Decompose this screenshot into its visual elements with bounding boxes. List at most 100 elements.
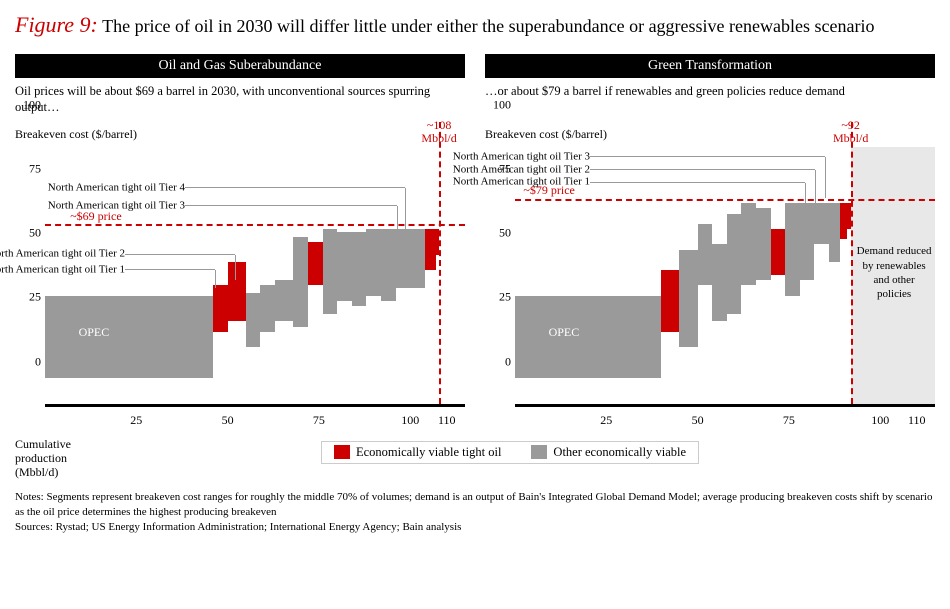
legend-item-other: Other economically viable [531,445,686,460]
panel-subtitle: Oil prices will be about $69 a barrel in… [15,83,465,117]
x-tick: 100 [871,413,889,428]
x-tick: 100 [401,413,419,428]
bar-segment [800,203,815,280]
annotation: North American tight oil Tier 1 [453,176,590,189]
legend-swatch-other [531,445,547,459]
x-tick: 75 [783,413,795,428]
x-tick: 25 [600,413,612,428]
annotation-line [815,170,816,203]
plot: OPEC~$69 priceNorth American tight oil T… [45,147,465,407]
y-ticks: 0255075100 [15,147,45,407]
plot: Demand reduced by renewables and other p… [515,147,935,407]
annotation: North American tight oil Tier 3 [453,150,590,163]
annotation-line [590,182,805,183]
x-axis-label: Cumulativeproduction(Mbbl/d) [15,437,85,480]
annotation-line [235,255,236,281]
shade-label: Demand reduced by renewables and other p… [855,244,933,301]
legend: Economically viable tight oil Other econ… [321,441,699,464]
bar-segment [260,285,275,331]
annotation-line [405,188,406,229]
x-tick: 110 [908,413,926,428]
chart-area: OPEC~$69 priceNorth American tight oil T… [15,147,465,437]
y-tick: 75 [499,161,511,176]
x-tick: 50 [222,413,234,428]
x-tick: 50 [692,413,704,428]
y-tick: 0 [35,354,41,369]
bar-segment [381,229,396,301]
bar-segment [756,208,771,280]
footer-row: Cumulativeproduction(Mbbl/d) Economicall… [15,437,935,480]
bar-segment [661,270,679,332]
chart-area: Demand reduced by renewables and other p… [485,147,935,437]
price-line [45,224,465,226]
annotation-line [825,157,826,198]
charts-row: Oil and Gas Suberabundance Oil prices wil… [15,54,935,437]
bar-segment [829,203,840,262]
figure-title: Figure 9: The price of oil in 2030 will … [15,10,935,40]
x-ticks: 25 50 75 100 110 [515,413,935,431]
bar-segment [425,229,436,270]
bar-segment [727,214,742,314]
annotation-line [215,270,216,288]
opec-label: OPEC [79,325,110,339]
chart-left: Oil and Gas Suberabundance Oil prices wil… [15,54,465,437]
bar-segment [515,296,661,378]
demand-line [439,122,441,404]
annotation: North American tight oil Tier 4 [48,181,185,194]
bar-segment [814,203,829,244]
bar-segment [323,229,338,314]
bar-segment [293,237,308,327]
bar-segment [366,229,381,296]
notes: Notes: Segments represent breakeven cost… [15,490,935,535]
opec-label: OPEC [549,325,580,339]
legend-item-tight: Economically viable tight oil [334,445,501,460]
annotation-line [185,187,405,188]
annotation-line [185,205,397,206]
bar-segment [771,229,786,275]
y-tick: 25 [29,290,41,305]
bar-segment [396,229,411,288]
bar-segment [275,280,293,321]
bar-segment [698,224,713,286]
y-tick: 100 [23,97,41,112]
annotation-line [125,269,215,270]
annotation-line [397,206,398,229]
panel-subtitle: …or about $79 a barrel if renewables and… [485,83,935,117]
demand-line [851,122,853,404]
annotation-line [590,156,825,157]
bar-segment [213,285,228,331]
price-line [515,199,935,201]
figure-number: Figure 9: [15,12,98,37]
bar-segment [712,244,727,321]
bar-segment [352,232,367,307]
chart-right: Green Transformation …or about $79 a barr… [485,54,935,437]
y-axis-label: Breakeven cost ($/barrel) [15,127,465,142]
bar-segment [308,242,323,286]
bar-segment [228,262,246,321]
y-tick: 100 [493,97,511,112]
bar-segment [679,250,697,348]
annotation: North American tight oil Tier 2 [453,163,590,176]
panel-header: Green Transformation [485,54,935,78]
x-tick: 110 [438,413,456,428]
x-tick: 75 [313,413,325,428]
panel-header: Oil and Gas Suberabundance [15,54,465,78]
x-tick: 25 [130,413,142,428]
annotation-line [590,169,815,170]
y-tick: 50 [499,226,511,241]
bar-segment [337,232,352,301]
y-ticks: 0255075100 [485,147,515,407]
bar-segment [246,293,261,347]
annotation: North American tight oil Tier 3 [48,199,185,212]
y-tick: 50 [29,226,41,241]
bar-segment [840,203,847,239]
legend-swatch-tight [334,445,350,459]
annotation-line [125,254,235,255]
bar-segment [45,296,213,378]
bar-segment [741,203,756,285]
figure-title-text: The price of oil in 2030 will differ lit… [102,16,874,36]
annotation-line [805,183,806,211]
bar-segment [410,229,425,288]
y-tick: 0 [505,354,511,369]
bar-segment [785,203,800,296]
